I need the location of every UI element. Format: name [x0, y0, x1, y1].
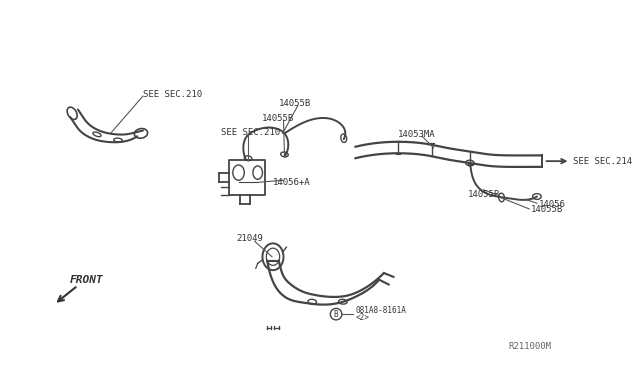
Text: 14055B: 14055B: [278, 99, 311, 108]
Text: 081A8-8161A: 081A8-8161A: [355, 306, 406, 315]
Text: SEE SEC.210: SEE SEC.210: [221, 128, 280, 137]
Text: FRONT: FRONT: [70, 275, 104, 285]
Text: 14056: 14056: [539, 200, 566, 209]
Text: 14056+A: 14056+A: [273, 178, 310, 187]
Text: B: B: [334, 310, 339, 319]
Text: SEE SEC.214: SEE SEC.214: [573, 157, 632, 166]
Text: 14053MA: 14053MA: [398, 130, 436, 139]
Text: R211000M: R211000M: [508, 342, 551, 351]
Text: SEE SEC.210: SEE SEC.210: [143, 90, 202, 99]
Text: 21049: 21049: [237, 234, 264, 243]
Text: <2>: <2>: [355, 314, 369, 323]
Text: 14055B: 14055B: [468, 190, 500, 199]
Text: 14055B: 14055B: [262, 113, 294, 123]
Text: 14055B: 14055B: [531, 205, 563, 214]
